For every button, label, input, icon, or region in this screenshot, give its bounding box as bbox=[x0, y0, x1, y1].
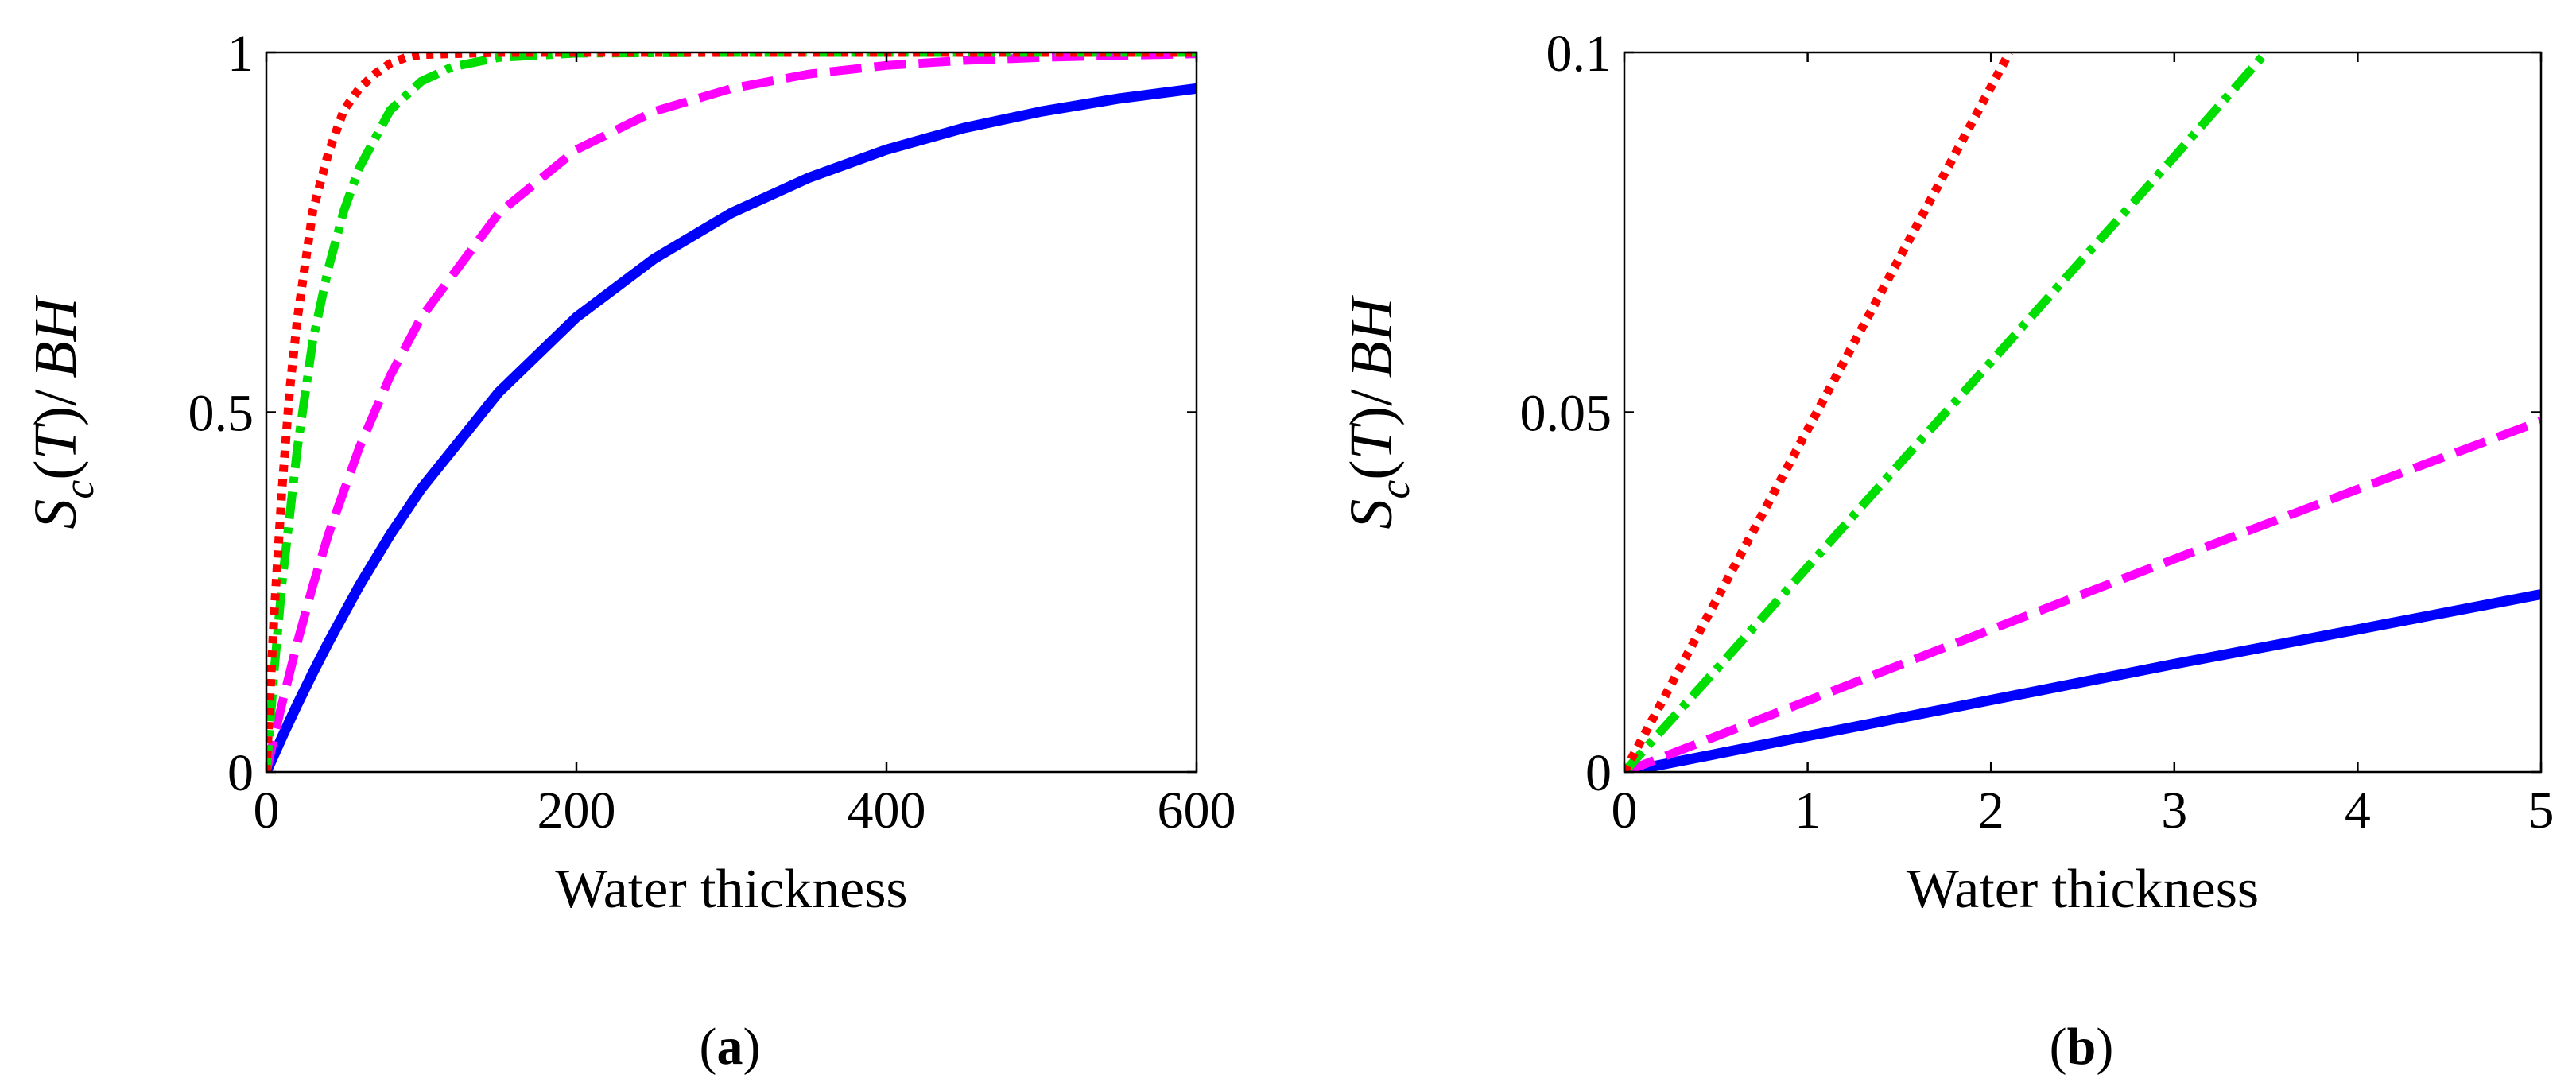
x-tick-label: 600 bbox=[1158, 782, 1236, 840]
x-tick-label: 3 bbox=[2161, 782, 2187, 840]
ylabel-s: S bbox=[1338, 499, 1405, 529]
x-tick-label: 400 bbox=[848, 782, 926, 840]
caption-letter: b bbox=[2067, 1018, 2097, 1076]
ylabel-open-paren: ( bbox=[22, 460, 89, 479]
y-tick-label: 0.5 bbox=[188, 385, 254, 443]
series-dash-dot-line bbox=[1624, 52, 2270, 772]
series-dashed-line bbox=[1624, 417, 2541, 772]
ylabel-s: S bbox=[22, 499, 89, 529]
x-axis-title: Water thickness bbox=[1907, 859, 2259, 920]
panel-caption: (a) bbox=[700, 1018, 761, 1076]
caption-paren: ( bbox=[2050, 1018, 2067, 1076]
y-tick-label: 0.1 bbox=[1546, 25, 1612, 83]
series-dotted-line bbox=[1624, 52, 2014, 772]
y-tick-label: 0 bbox=[1585, 744, 1612, 802]
plot-area-frame bbox=[1623, 51, 2543, 774]
x-tick-label: 2 bbox=[1978, 782, 2004, 840]
x-tick-label: 200 bbox=[537, 782, 616, 840]
x-tick-label: 1 bbox=[1794, 782, 1821, 840]
y-axis-title: Sc(T)/ BH bbox=[1338, 294, 1418, 529]
ylabel-open-paren: ( bbox=[1338, 460, 1405, 479]
y-axis-title: Sc(T)/ BH bbox=[22, 294, 103, 529]
x-tick-label: 0 bbox=[254, 782, 280, 840]
ylabel-subscript: c bbox=[1371, 480, 1418, 499]
y-tick-label: 1 bbox=[227, 25, 254, 83]
ylabel-bh: BH bbox=[22, 294, 89, 378]
caption-letter: a bbox=[717, 1018, 743, 1076]
ylabel-t: T bbox=[1338, 422, 1405, 460]
ylabel-close: )/ bbox=[1338, 389, 1405, 426]
series-solid-line bbox=[266, 83, 1197, 772]
x-axis-title: Water thickness bbox=[555, 859, 907, 920]
series-dotted-line bbox=[266, 52, 1197, 772]
series-dash-dot-line bbox=[266, 52, 1197, 772]
x-tick-label: 0 bbox=[1612, 782, 1638, 840]
y-tick-label: 0 bbox=[227, 744, 254, 802]
series-group bbox=[1624, 52, 2541, 772]
x-tick-label: 4 bbox=[2345, 782, 2371, 840]
ylabel-t: T bbox=[22, 422, 89, 460]
plot-area-frame bbox=[265, 51, 1198, 774]
x-tick-label: 5 bbox=[2528, 782, 2555, 840]
ylabel-bh: BH bbox=[1338, 294, 1405, 378]
series-group bbox=[266, 52, 1197, 772]
ylabel-subscript: c bbox=[55, 480, 103, 499]
y-tick-label: 0.05 bbox=[1520, 385, 1612, 443]
caption-paren: ) bbox=[743, 1018, 761, 1076]
caption-paren: ( bbox=[700, 1018, 717, 1076]
series-dashed-line bbox=[266, 52, 1197, 772]
series-solid-line bbox=[1624, 589, 2541, 772]
ylabel-close: )/ bbox=[22, 389, 89, 426]
caption-paren: ) bbox=[2096, 1018, 2113, 1076]
panel-caption: (b) bbox=[2050, 1018, 2114, 1076]
